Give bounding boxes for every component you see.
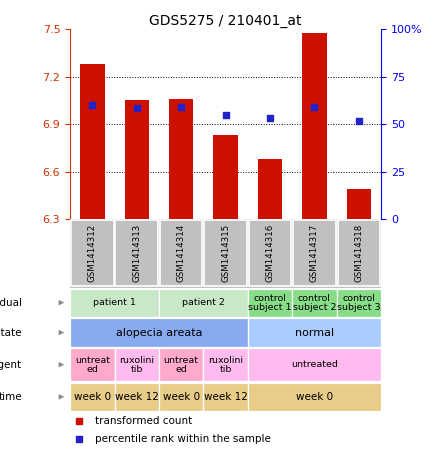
Bar: [302, 33, 327, 219]
Text: week 12: week 12: [115, 392, 159, 402]
Bar: [114, 383, 159, 411]
Text: control
subject 3: control subject 3: [337, 294, 381, 312]
Bar: [124, 101, 149, 219]
Bar: [203, 348, 248, 381]
Bar: [169, 99, 193, 219]
Text: percentile rank within the sample: percentile rank within the sample: [95, 434, 271, 444]
Bar: [204, 220, 247, 286]
Text: untreat
ed: untreat ed: [164, 356, 199, 374]
Text: untreat
ed: untreat ed: [75, 356, 110, 374]
Bar: [248, 318, 381, 347]
Text: control
subject 2: control subject 2: [293, 294, 336, 312]
Text: disease state: disease state: [0, 328, 22, 337]
Text: control
subject 1: control subject 1: [248, 294, 292, 312]
Bar: [203, 383, 248, 411]
Text: patient 1: patient 1: [93, 298, 136, 307]
Bar: [248, 383, 381, 411]
Text: normal: normal: [295, 328, 334, 337]
Bar: [292, 289, 337, 317]
Text: individual: individual: [0, 298, 22, 308]
Bar: [160, 220, 202, 286]
Text: time: time: [0, 392, 22, 402]
Text: patient 2: patient 2: [182, 298, 225, 307]
Text: ruxolini
tib: ruxolini tib: [208, 356, 243, 374]
Bar: [248, 289, 292, 317]
Text: GSM1414314: GSM1414314: [177, 224, 186, 282]
Bar: [293, 220, 336, 286]
Bar: [159, 289, 248, 317]
Point: [222, 111, 229, 118]
Text: GSM1414317: GSM1414317: [310, 224, 319, 282]
Text: GSM1414312: GSM1414312: [88, 224, 97, 282]
Title: GDS5275 / 210401_at: GDS5275 / 210401_at: [149, 14, 302, 29]
Text: week 0: week 0: [162, 392, 200, 402]
Point: [89, 101, 96, 109]
Point: [76, 436, 83, 443]
Text: GSM1414313: GSM1414313: [132, 224, 141, 282]
Bar: [71, 220, 113, 286]
Bar: [338, 220, 380, 286]
Bar: [258, 159, 282, 219]
Bar: [115, 220, 158, 286]
Bar: [70, 318, 248, 347]
Text: alopecia areata: alopecia areata: [116, 328, 202, 337]
Text: GSM1414315: GSM1414315: [221, 224, 230, 282]
Bar: [337, 289, 381, 317]
Bar: [248, 348, 381, 381]
Text: GSM1414318: GSM1414318: [354, 224, 364, 282]
Bar: [249, 220, 291, 286]
Text: GSM1414316: GSM1414316: [265, 224, 275, 282]
Text: ruxolini
tib: ruxolini tib: [119, 356, 154, 374]
Bar: [213, 135, 238, 219]
Point: [311, 103, 318, 111]
Point: [266, 114, 273, 121]
Text: untreated: untreated: [291, 360, 338, 369]
Point: [76, 417, 83, 424]
Text: week 0: week 0: [74, 392, 111, 402]
Bar: [159, 348, 203, 381]
Bar: [70, 348, 114, 381]
Bar: [70, 289, 159, 317]
Point: [133, 105, 140, 112]
Bar: [346, 189, 371, 219]
Text: week 0: week 0: [296, 392, 333, 402]
Text: transformed count: transformed count: [95, 416, 192, 426]
Bar: [80, 64, 105, 219]
Bar: [159, 383, 203, 411]
Text: week 12: week 12: [204, 392, 247, 402]
Point: [178, 103, 185, 111]
Bar: [70, 383, 114, 411]
Point: [355, 117, 362, 125]
Bar: [114, 348, 159, 381]
Text: agent: agent: [0, 360, 22, 370]
